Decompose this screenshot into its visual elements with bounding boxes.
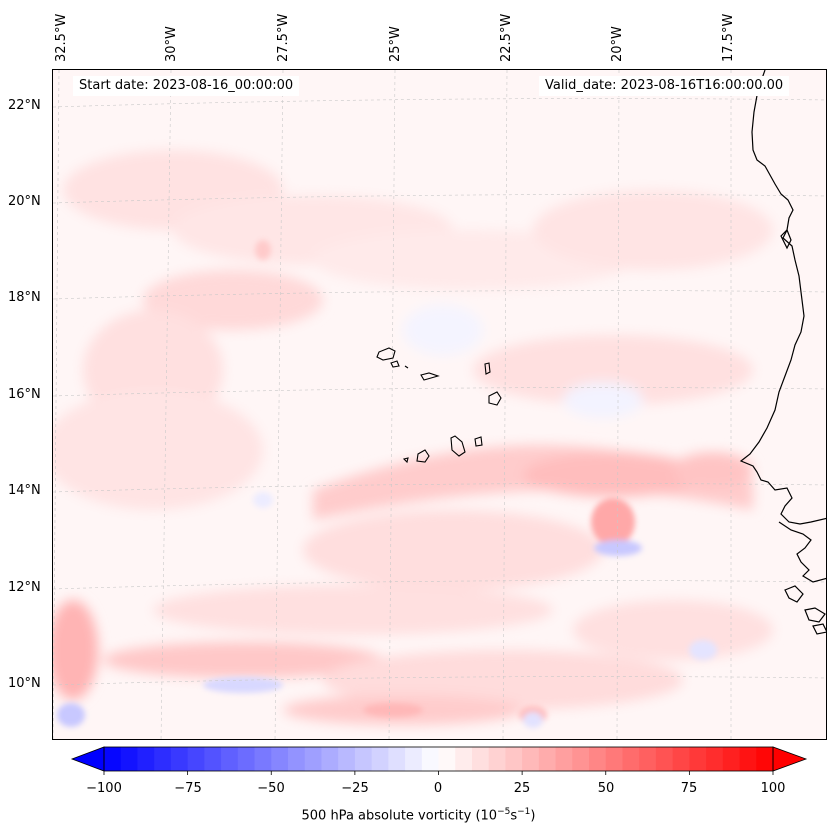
colorbar-cell [405,747,423,771]
colorbar-cell [756,747,774,771]
lon-label-25w: 25°W [388,26,403,62]
lat-label-18n: 18°N [8,290,41,305]
colorbar-tick-neg25: −25 [341,781,369,796]
colorbar-cell [488,747,506,771]
colorbar-cell [187,747,205,771]
colorbar-cell [237,747,256,771]
colorbar-cell [572,747,590,771]
cabo-verde-islands [376,347,502,464]
colorbar-cell [271,747,289,771]
lat-label-22n: 22°N [8,98,41,113]
colorbar-cell [104,747,122,771]
lat-label-14n: 14°N [8,483,41,498]
colorbar-cell [287,747,306,771]
colorbar-cell [471,747,490,771]
colorbar-cell [221,747,239,771]
colorbar-cell [605,747,623,771]
colorbar-cell [170,747,189,771]
lat-label-20n: 20°N [8,194,41,209]
vorticity-features [57,240,717,728]
colorbar-cell [622,747,640,771]
colorbar-cell [639,747,657,771]
vorticity-map [53,70,826,739]
colorbar-tick-neg100: −100 [86,781,122,796]
start-date-label: Start date: 2023-08-16_00:00:00 [73,76,300,96]
colorbar-cell [204,747,222,771]
colorbar-cell [555,747,573,771]
colorbar-cell [338,747,356,771]
graticule [53,70,826,739]
valid-date-label: Valid_date: 2023-08-16T16:00:00.00 [539,76,790,96]
colorbar-cell [538,747,557,771]
colorbar-tick-neg75: −75 [174,781,202,796]
colorbar-tick-0: 0 [433,781,443,796]
colorbar-tick-neg50: −50 [257,781,285,796]
vorticity-field [53,150,773,725]
colorbar-cell [154,747,172,771]
colorbar-cell [438,747,456,771]
colorbar-cell [505,747,523,771]
lon-label-27-5w: 27.5°W [276,13,291,62]
colorbar-title: 500 hPa absolute vorticity (10−5s−1) [301,807,536,824]
colorbar-tick-75: 75 [680,781,698,796]
lon-label-22-5w: 22.5°W [499,13,514,62]
colorbar-cell [722,747,741,771]
colorbar-cell [689,747,707,771]
lat-label-10n: 10°N [8,676,41,691]
colorbar-cells [104,747,774,771]
colorbar [70,746,808,775]
colorbar-cell [455,747,473,771]
colorbar-cell [421,747,440,771]
map-panel [52,69,827,740]
colorbar-cell [120,747,138,771]
colorbar-extend-low [70,746,105,772]
lon-label-20w: 20°W [610,26,625,62]
colorbar-cell [589,747,607,771]
west-africa-coastline [739,70,826,635]
colorbar-cell [655,747,674,771]
lon-label-30w: 30°W [164,26,179,62]
lat-label-16n: 16°N [8,387,41,402]
lon-label-17-5w: 17.5°W [721,13,736,62]
colorbar-extend-high [772,746,808,772]
colorbar-cell [354,747,373,771]
colorbar-cell [254,747,272,771]
colorbar-cell [304,747,322,771]
lat-label-12n: 12°N [8,580,41,595]
colorbar-tick-50: 50 [597,781,615,796]
colorbar-tick-25: 25 [513,781,531,796]
colorbar-cell [137,747,155,771]
colorbar-cell [321,747,339,771]
colorbar-cell [672,747,690,771]
colorbar-cell [388,747,406,771]
colorbar-cell [371,747,389,771]
colorbar-cell [522,747,540,771]
colorbar-cell [706,747,724,771]
colorbar-tick-100: 100 [760,781,786,796]
colorbar-cell [739,747,757,771]
lon-label-32-5w: 32.5°W [54,13,69,62]
